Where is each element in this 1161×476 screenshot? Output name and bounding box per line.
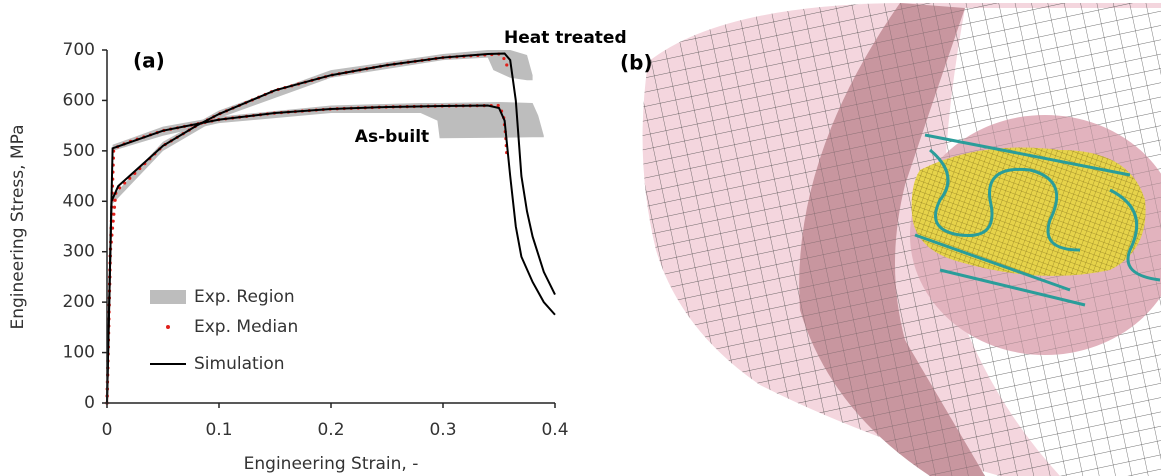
stent-strut [929, 148, 1081, 252]
exp-median [105, 103, 509, 405]
y-tick-label: 300 [63, 242, 95, 262]
y-tick-label: 200 [63, 292, 95, 312]
stent-strut [939, 268, 1086, 307]
x-tick-label: 0.2 [317, 420, 344, 440]
x-axis-label: Engineering Strain, - [244, 454, 419, 474]
plaque-mesh [911, 147, 1146, 276]
y-tick-label: 400 [63, 191, 95, 211]
stent [914, 133, 1161, 307]
panel-label: (a) [133, 49, 165, 73]
cut-face-mesh [799, 3, 985, 476]
simulation-line [106, 52, 556, 404]
mesh-illustration [642, 3, 1161, 476]
y-tick-label: 600 [63, 90, 95, 110]
stent-strut [924, 133, 1131, 177]
y-tick-label: 500 [63, 141, 95, 161]
x-tick-label: 0.3 [429, 420, 456, 440]
y-axis-label: Engineering Stress, MPa [8, 124, 28, 329]
y-tick-label: 700 [63, 40, 95, 60]
legend-label: Exp. Region [194, 287, 295, 307]
annotation: As-built [355, 127, 429, 147]
legend-label: Exp. Median [194, 317, 298, 337]
exp-region [107, 101, 544, 403]
stent-strut [1109, 188, 1161, 282]
simulation-line [106, 104, 556, 404]
x-tick-label: 0.4 [541, 420, 568, 440]
legend-swatch [150, 290, 186, 304]
legend-label: Simulation [194, 354, 285, 374]
x-tick-label: 0 [102, 420, 113, 440]
legend-swatch [166, 325, 170, 329]
panel-label: (b) [620, 51, 653, 75]
stent-strut [914, 233, 1071, 292]
y-tick-label: 0 [84, 393, 95, 413]
chart: 0 100 200 300 400 500 600 700 0 0.1 0.2 0.3 0.4 Exp. … [63, 40, 569, 440]
annotation: Heat treated [504, 28, 627, 48]
y-tick-label: 100 [63, 343, 95, 363]
x-tick-label: 0.1 [205, 420, 232, 440]
